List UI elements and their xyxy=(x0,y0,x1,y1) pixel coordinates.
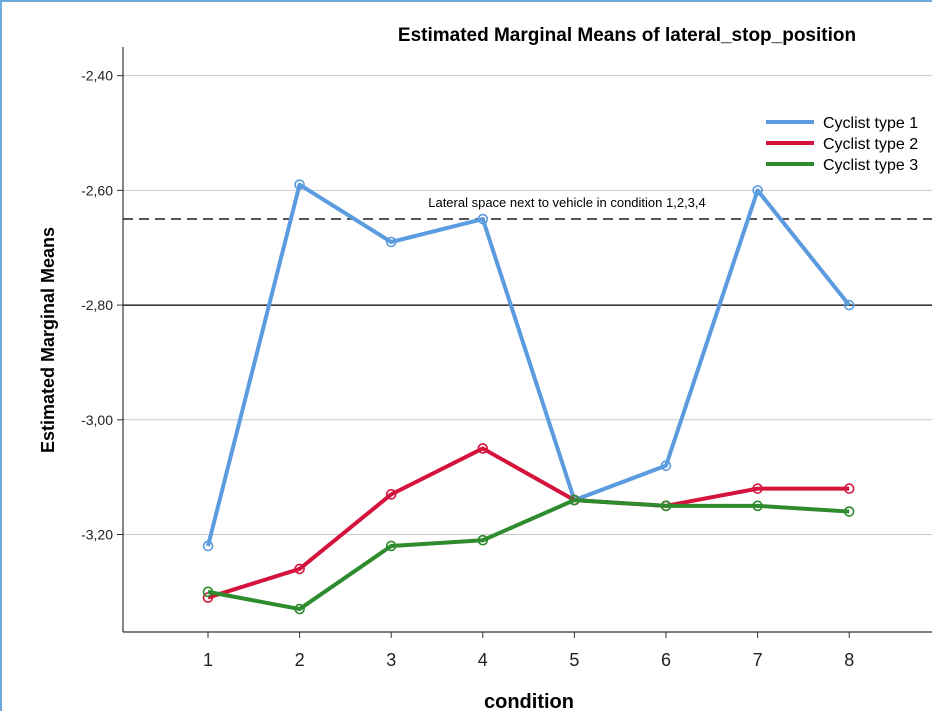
reference-line-annotation: Lateral space next to vehicle in conditi… xyxy=(428,195,706,210)
series-layer xyxy=(202,179,855,615)
data-point xyxy=(660,460,672,471)
data-point xyxy=(385,489,397,500)
data-point xyxy=(752,185,763,196)
data-point xyxy=(385,540,397,552)
data-point xyxy=(477,213,489,225)
data-point xyxy=(477,534,489,546)
series-line xyxy=(207,498,850,612)
data-point xyxy=(843,506,855,517)
x-tick-label: 8 xyxy=(844,650,854,670)
reference-lines: Lateral space next to vehicle in conditi… xyxy=(123,191,932,306)
x-tick-label: 4 xyxy=(478,650,488,670)
y-tick-label: -2,60 xyxy=(81,182,113,198)
data-point xyxy=(294,563,305,575)
x-tick-label: 5 xyxy=(569,650,579,670)
x-tick-label: 1 xyxy=(203,650,213,670)
data-point xyxy=(202,540,214,552)
x-tick-label: 6 xyxy=(661,650,671,670)
y-tick-label: -3,20 xyxy=(81,527,113,543)
series-line xyxy=(206,182,851,547)
legend-entry: Cyclist type 3 xyxy=(823,157,918,174)
annotation-background xyxy=(372,191,742,214)
legend: Cyclist type 1 Cyclist type 2 Cyclist type… xyxy=(766,115,918,174)
x-tick-label: 2 xyxy=(295,650,305,670)
y-axis-label: Estimated Marginal Means xyxy=(38,227,58,453)
y-tick-label: -3,00 xyxy=(81,412,113,428)
data-point xyxy=(843,483,855,494)
data-point xyxy=(385,236,397,248)
series-1 xyxy=(202,179,855,552)
legend-entry: Cyclist type 1 xyxy=(823,115,918,132)
data-point xyxy=(843,299,855,311)
x-tick-label: 3 xyxy=(386,650,396,670)
series-line xyxy=(207,446,850,600)
y-tick-label: -2,40 xyxy=(81,68,113,84)
axes: -3,20 -3,00 -2,80 -2,60 -2,40 1 2 3 4 5 6 7 8 xyxy=(81,47,932,670)
data-point xyxy=(294,603,305,615)
data-point xyxy=(752,483,763,494)
legend-entry: Cyclist type 2 xyxy=(823,136,918,153)
data-point xyxy=(202,586,214,598)
x-tick-label: 7 xyxy=(753,650,763,670)
data-point xyxy=(660,500,672,512)
data-point xyxy=(569,494,580,506)
series-2 xyxy=(202,443,855,603)
x-axis-label: condition xyxy=(484,691,574,713)
data-point xyxy=(294,179,305,190)
chart-title: Estimated Marginal Means of lateral_stop… xyxy=(398,25,856,46)
data-point xyxy=(752,500,763,512)
data-point xyxy=(477,443,489,454)
series-3 xyxy=(202,494,855,615)
y-tick-label: -2,80 xyxy=(81,297,113,313)
